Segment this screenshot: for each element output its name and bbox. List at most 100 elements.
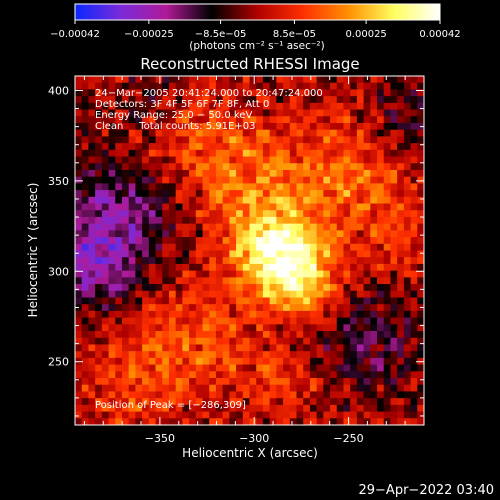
heatmap-cell [390, 411, 398, 419]
heatmap-cell [336, 190, 345, 198]
heatmap-cell [128, 263, 136, 272]
heatmap-cell [75, 284, 83, 292]
heatmap-cell [323, 230, 331, 238]
heatmap-cell [229, 304, 237, 312]
heatmap-cell [410, 210, 418, 218]
heatmap-cell [309, 122, 318, 131]
heatmap-cell [95, 89, 103, 97]
heatmap-cell [283, 270, 291, 278]
heatmap-cell [115, 351, 123, 359]
heatmap-cell [410, 337, 418, 346]
heatmap-cell [215, 149, 224, 158]
heatmap-cell [316, 163, 324, 171]
heatmap-cell [81, 149, 90, 158]
heatmap-cell [303, 102, 311, 111]
heatmap-cell [108, 149, 116, 158]
heatmap-cell [296, 270, 304, 278]
heatmap-cell [403, 290, 412, 299]
heatmap-cell [350, 203, 358, 211]
heatmap-cell [182, 310, 190, 319]
heatmap-cell [330, 176, 338, 184]
heatmap-cell [209, 324, 217, 332]
heatmap-cell [128, 290, 136, 299]
heatmap-cell [323, 163, 331, 171]
heatmap-cell [316, 391, 324, 399]
heatmap-cell [115, 237, 123, 245]
heatmap-cell [215, 297, 224, 305]
heatmap-cell [242, 263, 251, 272]
heatmap-cell [128, 82, 136, 91]
heatmap-cell [350, 230, 358, 238]
heatmap-cell [128, 143, 136, 151]
heatmap-cell [316, 149, 324, 158]
heatmap-cell [202, 129, 210, 137]
heatmap-cell [175, 163, 183, 171]
heatmap-cell [155, 163, 163, 171]
heatmap-cell [81, 324, 90, 332]
heatmap-cell [363, 143, 371, 151]
heatmap-cell [209, 284, 217, 292]
heatmap-cell [289, 270, 298, 278]
heatmap-cell [316, 136, 324, 144]
heatmap-cell [142, 371, 150, 379]
heatmap-cell [168, 102, 177, 111]
heatmap-cell [115, 196, 123, 205]
heatmap-cell [222, 196, 230, 205]
heatmap-cell [383, 96, 392, 104]
heatmap-cell [128, 129, 136, 137]
heatmap-cell [397, 116, 405, 124]
heatmap-cell [142, 418, 150, 425]
heatmap-cell [256, 230, 264, 238]
heatmap-cell [81, 109, 90, 117]
heatmap-cell [417, 384, 424, 393]
heatmap-cell [121, 257, 130, 265]
heatmap-cell [215, 76, 224, 84]
heatmap-cell [222, 331, 230, 339]
heatmap-cell [121, 89, 130, 97]
heatmap-cell [121, 143, 130, 151]
heatmap-cell [215, 337, 224, 346]
heatmap-cell [330, 411, 338, 419]
heatmap-cell [81, 317, 90, 325]
heatmap-cell [390, 277, 398, 285]
heatmap-cell [377, 176, 385, 184]
heatmap-cell [229, 404, 237, 413]
heatmap-cell [336, 230, 345, 238]
heatmap-cell [215, 116, 224, 124]
heatmap-cell [377, 270, 385, 278]
heatmap-cell [236, 122, 244, 131]
heatmap-cell [283, 351, 291, 359]
heatmap-cell [229, 351, 237, 359]
heatmap-cell [182, 129, 190, 137]
heatmap-cell [182, 190, 190, 198]
heatmap-cell [142, 196, 150, 205]
heatmap-cell [276, 116, 284, 124]
heatmap-cell [283, 310, 291, 319]
heatmap-cell [229, 136, 237, 144]
heatmap-cell [283, 344, 291, 352]
heatmap-cell [296, 344, 304, 352]
heatmap-cell [276, 324, 284, 332]
heatmap-cell [316, 183, 324, 191]
heatmap-cell [95, 176, 103, 184]
heatmap-cell [403, 357, 412, 366]
heatmap-cell [88, 337, 96, 346]
heatmap-cell [303, 210, 311, 218]
heatmap-cell [363, 169, 371, 178]
heatmap-cell [417, 263, 424, 272]
heatmap-cell [276, 378, 284, 386]
heatmap-cell [309, 277, 318, 285]
heatmap-cell [75, 250, 83, 258]
heatmap-cell [363, 163, 371, 171]
heatmap-cell [182, 324, 190, 332]
heatmap-cell [229, 384, 237, 393]
heatmap-cell [81, 190, 90, 198]
heatmap-cell [242, 122, 251, 131]
heatmap-cell [168, 250, 177, 258]
heatmap-cell [363, 89, 371, 97]
heatmap-cell [148, 357, 157, 366]
heatmap-cell [148, 136, 157, 144]
heatmap-cell [403, 263, 412, 272]
heatmap-cell [95, 203, 103, 211]
heatmap-cell [101, 297, 110, 305]
